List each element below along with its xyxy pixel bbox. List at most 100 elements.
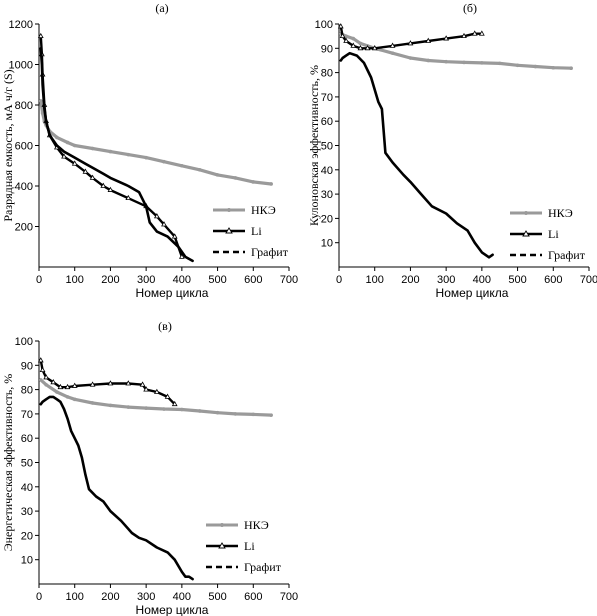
legend-marker-nke — [220, 523, 224, 527]
data-point-nke — [108, 149, 113, 154]
x-tick-label: 400 — [473, 274, 491, 286]
data-point-nke — [38, 99, 43, 103]
x-tick-label: 600 — [244, 274, 262, 286]
data-point-graphite — [345, 54, 347, 57]
y-tick-label: 50 — [321, 141, 333, 153]
data-point-li — [57, 383, 64, 390]
data-point-nke — [44, 382, 48, 387]
x-tick-label: 300 — [137, 274, 155, 286]
data-point-graphite — [491, 254, 494, 256]
data-point-li — [71, 382, 78, 388]
y-tick-label: 40 — [21, 482, 33, 494]
data-point-graphite — [181, 571, 183, 573]
data-point-graphite — [84, 473, 87, 476]
data-point-graphite — [63, 408, 65, 410]
data-point-li — [39, 366, 46, 373]
x-tick-label: 500 — [208, 274, 226, 286]
data-point-nke — [233, 412, 238, 416]
data-point-graphite — [138, 537, 140, 539]
data-point-nke — [90, 146, 95, 151]
data-point-graphite — [138, 191, 140, 193]
data-point-li — [443, 35, 450, 41]
data-point-li — [37, 32, 44, 39]
data-point-graphite — [48, 396, 51, 398]
data-point-graphite — [43, 108, 46, 110]
series-line-graphite — [39, 395, 194, 581]
data-point-li — [153, 388, 160, 394]
y-tick-label: 20 — [21, 530, 33, 542]
legend-label-graphite: Графит — [244, 560, 282, 574]
legend-marker-nke — [524, 211, 528, 215]
data-point-graphite — [59, 400, 62, 403]
y-tick-label: 40 — [321, 165, 333, 177]
data-point-li — [389, 42, 396, 48]
series-line-graphite — [339, 51, 494, 259]
x-tick-label: 700 — [280, 591, 298, 603]
x-axis-label: Номер цикла — [136, 286, 209, 300]
y-tick-label: 30 — [21, 506, 33, 518]
data-point-graphite — [66, 417, 69, 420]
data-point-li — [343, 37, 350, 43]
legend-label-li: Li — [251, 224, 262, 238]
data-point-li — [161, 221, 167, 227]
data-point-graphite — [166, 235, 169, 238]
data-point-li — [125, 194, 132, 201]
data-point-nke — [426, 58, 431, 63]
legend-marker-nke — [227, 208, 231, 212]
data-point-nke — [344, 34, 348, 38]
data-point-nke — [251, 412, 256, 417]
data-point-li — [107, 186, 114, 192]
x-axis-label: Номер цикла — [436, 286, 509, 300]
data-point-graphite — [363, 62, 365, 64]
data-point-graphite — [356, 54, 358, 57]
data-point-nke — [533, 64, 538, 69]
data-point-graphite — [45, 398, 47, 401]
data-point-nke — [72, 397, 77, 402]
data-point-graphite — [41, 63, 43, 66]
legend-label-graphite: Графит — [251, 245, 289, 259]
data-point-graphite — [39, 403, 42, 405]
data-point-graphite — [41, 83, 44, 86]
data-point-graphite — [384, 151, 387, 154]
data-point-nke — [180, 407, 184, 412]
legend-label-nke: НКЭ — [548, 206, 573, 220]
y-tick-label: 200 — [15, 222, 33, 234]
data-point-nke — [90, 401, 95, 405]
x-tick-label: 0 — [36, 591, 42, 603]
data-point-li — [71, 160, 78, 166]
data-point-graphite — [348, 52, 351, 54]
data-point-li — [364, 44, 371, 51]
data-point-graphite — [341, 57, 344, 59]
data-point-graphite — [420, 193, 422, 195]
data-point-graphite — [173, 558, 176, 561]
data-point-li — [89, 381, 96, 387]
y-tick-label: 80 — [21, 385, 33, 397]
data-point-nke — [515, 63, 520, 68]
data-point-graphite — [56, 144, 58, 147]
series-line-li — [39, 359, 176, 406]
data-point-li — [350, 42, 357, 48]
x-tick-label: 100 — [66, 591, 84, 603]
data-point-li — [471, 30, 478, 36]
data-point-graphite — [166, 551, 169, 554]
legend-label-nke: НКЭ — [251, 203, 276, 217]
data-point-nke — [144, 155, 148, 160]
data-point-nke — [197, 168, 202, 172]
data-point-graphite — [52, 396, 55, 398]
data-point-li — [125, 380, 132, 386]
data-point-graphite — [391, 161, 394, 164]
chart-panel-b: (б) 0 100 200 300 400 500 600 700 10 20 30 40 50 60 70 8… — [307, 1, 597, 300]
y-tick-label: 60 — [21, 433, 33, 445]
data-point-li — [178, 253, 185, 259]
x-tick-label: 400 — [173, 591, 191, 603]
data-point-nke — [65, 140, 70, 145]
data-point-li — [139, 381, 146, 387]
data-point-graphite — [381, 108, 383, 110]
x-tick-label: 100 — [66, 274, 84, 286]
data-point-graphite — [184, 256, 187, 258]
series-line-nke — [339, 32, 573, 70]
data-point-li — [43, 374, 50, 380]
y-tick-label: 20 — [321, 213, 333, 225]
data-point-li — [64, 383, 71, 390]
data-point-graphite — [109, 177, 112, 179]
